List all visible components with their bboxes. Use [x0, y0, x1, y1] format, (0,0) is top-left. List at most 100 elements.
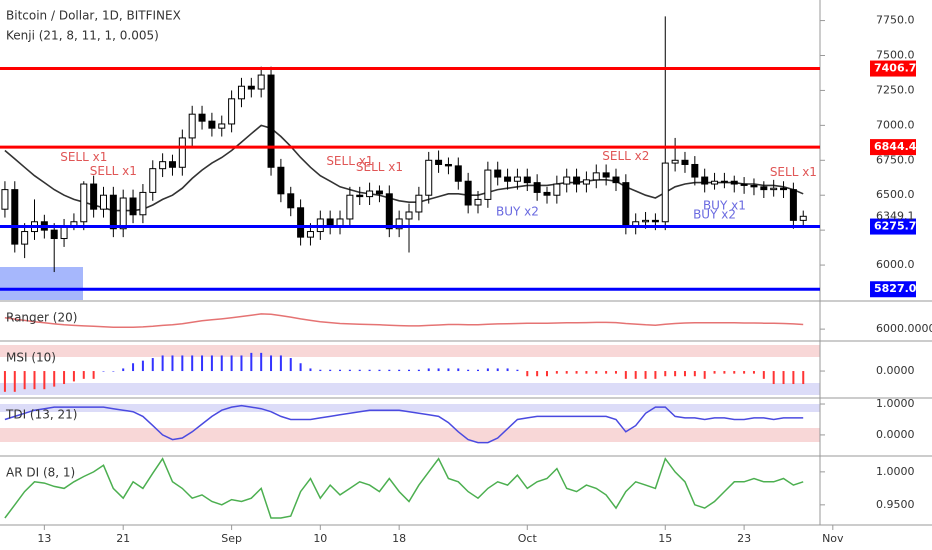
histogram-bar [624, 371, 627, 379]
histogram-bar [467, 369, 470, 372]
candle-body [533, 182, 541, 193]
histogram-bar [72, 371, 75, 382]
y-tick-label: 6000.0000 [876, 322, 932, 335]
candle-body [740, 183, 748, 186]
candle-body [750, 184, 758, 188]
candle-body [780, 187, 788, 191]
candle-body [257, 74, 265, 90]
candle-body [494, 169, 502, 178]
signal-label: SELL x1 [326, 154, 373, 168]
candle-body [760, 186, 768, 191]
histogram-bar [575, 371, 578, 374]
x-tick-label: 13 [37, 532, 51, 545]
candle-body [375, 190, 383, 195]
tdi-lower-band [0, 428, 820, 442]
candle-body [701, 176, 709, 185]
candle-body [109, 194, 117, 230]
histogram-bar [516, 369, 519, 372]
histogram-bar [240, 355, 243, 372]
candle-body [671, 159, 679, 164]
candle-body [435, 159, 443, 165]
candle-body [21, 231, 29, 245]
histogram-bar [555, 371, 558, 374]
price-level-label: 6275.7 [874, 220, 916, 233]
histogram-bar [289, 358, 292, 372]
histogram-bar [526, 371, 529, 377]
histogram-bar [220, 355, 223, 372]
pane-title: MSI (10) [6, 351, 56, 365]
candle-body [277, 166, 285, 195]
histogram-bar [802, 371, 805, 385]
y-tick-label: 6500.0 [876, 188, 915, 201]
indicator-label: Kenji (21, 8, 11, 1, 0.005) [6, 29, 159, 43]
chart-title: Bitcoin / Dollar, 1D, BITFINEX [6, 9, 181, 23]
histogram-bar [536, 371, 539, 377]
candle-body [563, 176, 571, 185]
candle-body [149, 168, 157, 193]
candle-body [513, 176, 521, 182]
price-level-label: 6844.4 [874, 140, 917, 153]
histogram-bar [545, 371, 548, 377]
price-level-tag [870, 60, 916, 77]
candle-body [642, 219, 650, 223]
y-tick-label: 6000.0 [876, 258, 915, 271]
histogram-bar [654, 371, 657, 379]
histogram-bar [23, 371, 26, 390]
x-tick-label: 18 [392, 532, 406, 545]
histogram-bar [53, 371, 56, 387]
candle-body [681, 159, 689, 165]
histogram-bar [230, 355, 233, 372]
candle-body [178, 137, 186, 168]
histogram-bar [388, 369, 391, 372]
x-tick-label: Nov [822, 532, 844, 545]
histogram-bar [191, 355, 194, 372]
candle-body [622, 182, 630, 227]
signal-label: SELL x1 [356, 160, 403, 174]
candle-body [504, 176, 512, 182]
candle-body [336, 218, 344, 227]
histogram-bar [664, 371, 667, 377]
histogram-bar [132, 363, 135, 372]
signal-label: SELL x1 [60, 150, 107, 164]
histogram-bar [477, 369, 480, 372]
histogram-bar [270, 355, 273, 372]
histogram-bar [743, 371, 746, 374]
candle-body [228, 98, 236, 125]
histogram-bar [181, 355, 184, 372]
candle-body [119, 197, 127, 230]
candle-body [612, 176, 620, 184]
candle-body [553, 183, 561, 196]
candle-body [237, 85, 245, 100]
histogram-bar [713, 371, 716, 374]
candle-body [90, 183, 98, 210]
candle-body [188, 113, 196, 139]
histogram-bar [674, 371, 677, 377]
indicator-line [4, 404, 804, 444]
indicator-line [4, 313, 804, 328]
signal-label: SELL x1 [90, 164, 137, 178]
signal-label: SELL x1 [770, 165, 817, 179]
candle-body [326, 218, 334, 227]
candle-body [523, 176, 531, 184]
histogram-bar [427, 368, 430, 372]
x-tick-label: Oct [518, 532, 538, 545]
x-tick-label: 15 [658, 532, 672, 545]
y-tick-label: 7500.0 [876, 49, 915, 62]
candle-body [425, 159, 433, 196]
candle-body [129, 197, 137, 216]
histogram-bar [605, 371, 608, 374]
candle-body [602, 172, 610, 178]
kenji-line [4, 124, 804, 212]
indicator-line [4, 457, 804, 519]
candle-body [573, 176, 581, 185]
candle-body [247, 85, 255, 90]
candle-body [582, 179, 590, 185]
x-tick-label: 23 [737, 532, 751, 545]
histogram-bar [63, 371, 66, 385]
histogram-bar [723, 371, 726, 374]
y-tick-label: 0.0000 [876, 428, 915, 441]
candle-body [415, 194, 423, 213]
candle-body [385, 193, 393, 230]
candle-body [711, 180, 719, 185]
